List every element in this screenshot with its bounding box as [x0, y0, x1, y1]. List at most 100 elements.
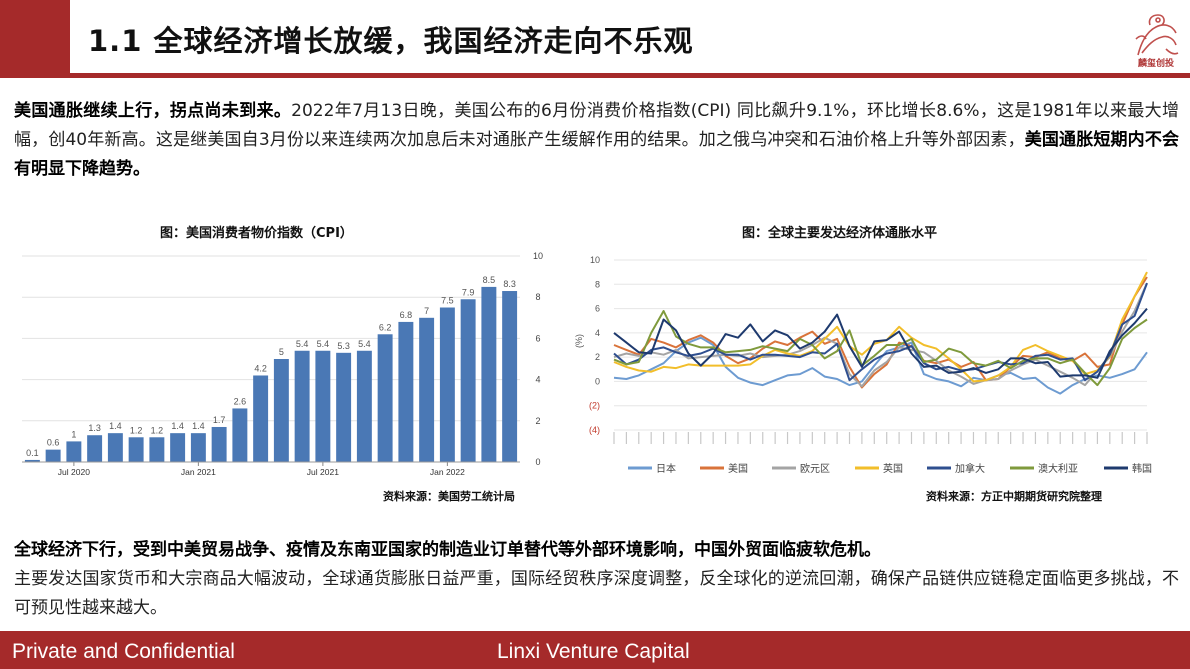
cpi-bar: [149, 437, 165, 462]
bar-data-label: 6.2: [379, 322, 392, 332]
y-tick-label: (4): [589, 425, 600, 435]
company-logo: [1135, 14, 1179, 56]
cpi-bar: [419, 317, 435, 462]
cpi-bar: [107, 433, 123, 462]
bar-data-label: 1.4: [109, 421, 122, 431]
x-tick-label: Jan 2021: [181, 467, 216, 477]
outlook-paragraph-lead: 全球经济下行，受到中美贸易战争、疫情及东南亚国家的制造业订单替代等外部环境影响，…: [14, 540, 881, 560]
x-tick-label: Jul 2020: [58, 467, 90, 477]
inflation-line-chart: 10 8 6 4 2 0 (2) (4) (%) 日本 美国 欧元区 英国 加拿大 澳大利亚 韩国: [574, 255, 1152, 475]
bar-data-label: 5.4: [317, 339, 330, 349]
y-tick-label: 10: [533, 251, 543, 261]
bar-data-label: 5: [279, 347, 284, 357]
x-tick-label: Jul 2021: [307, 467, 339, 477]
bar-data-label: 8.5: [483, 275, 496, 285]
bar-data-label: 4.2: [254, 363, 267, 373]
y-axis-label: (%): [574, 334, 584, 348]
bar-data-label: 6.8: [400, 310, 413, 320]
intro-paragraph-body: 2022年7月13日晚，美国公布的6月份消费价格指数(CPI) 同比飙升9.1%…: [14, 101, 1179, 150]
y-tick-label: 4: [595, 328, 600, 338]
cpi-bar: [315, 350, 331, 462]
y-tick-label: 2: [595, 352, 600, 362]
y-tick-label: (2): [589, 401, 600, 411]
series-line: [613, 271, 1148, 383]
logo-caption: 麟玺创投: [1137, 59, 1174, 69]
cpi-bar: [336, 352, 352, 462]
footer-confidential: Private and Confidential: [12, 640, 235, 663]
cpi-bar: [128, 437, 144, 462]
cpi-chart-title: 图：美国消费者物价指数（CPI）: [160, 226, 353, 241]
cpi-chart-source: 资料来源：美国劳工统计局: [383, 490, 515, 503]
bar-data-label: 5.4: [358, 339, 371, 349]
bar-data-label: 2.6: [234, 396, 247, 406]
cpi-bar: [294, 350, 310, 462]
title-bar: 1.1 全球经济增长放缓，我国经济走向不乐观: [0, 0, 1190, 74]
legend-label: 韩国: [1132, 462, 1152, 475]
cpi-bar: [87, 435, 103, 462]
cpi-bar: [481, 286, 497, 462]
series-line: [613, 276, 1148, 389]
cpi-bar: [398, 321, 414, 462]
bar-data-label: 0.6: [47, 438, 60, 448]
bar-data-label: 0.1: [26, 448, 39, 458]
cpi-bar: [211, 426, 227, 462]
cpi-bar: [377, 334, 393, 462]
y-tick-label: 8: [535, 292, 540, 302]
y-tick-label: 2: [535, 416, 540, 426]
cpi-bar: [356, 350, 372, 462]
inflation-chart-source: 资料来源：方正中期期货研究院整理: [926, 490, 1102, 503]
y-tick-label: 0: [595, 376, 600, 386]
title-divider: [0, 73, 1190, 78]
bar-data-label: 5.4: [296, 339, 309, 349]
intro-paragraph-conclusion: 美国通胀短期内不会有明显下降趋势。: [14, 130, 1179, 179]
cpi-bar: [460, 299, 476, 462]
x-tick-label: Jan 2022: [430, 467, 465, 477]
series-line: [613, 282, 1148, 388]
footer-company: Linxi Venture Capital: [497, 640, 690, 663]
y-tick-label: 4: [535, 375, 540, 385]
cpi-bar-chart: 0 2 4 6 8 10 0.1 0.6 1 1.3 1.4 1.2 1.2 1.4 1.4 1.7 2.6 4.…: [22, 251, 543, 477]
cpi-bar: [24, 459, 40, 462]
legend-label: 加拿大: [955, 462, 985, 475]
legend-label: 澳大利亚: [1038, 462, 1078, 475]
cpi-bar: [502, 291, 518, 462]
y-tick-label: 8: [595, 279, 600, 289]
bar-data-label: 1.2: [130, 425, 143, 435]
legend-label: 美国: [728, 462, 748, 475]
bar-data-label: 7: [424, 306, 429, 316]
series-line: [613, 310, 1148, 387]
bar-data-label: 1.4: [171, 421, 184, 431]
legend-label: 欧元区: [800, 463, 830, 475]
y-tick-label: 6: [595, 304, 600, 314]
legend-label: 英国: [883, 462, 903, 475]
cpi-bar: [66, 441, 82, 462]
outlook-paragraph-body: 主要发达国家货币和大宗商品大幅波动，全球通货膨胀日益严重，国际经贸秩序深度调整，…: [14, 569, 1179, 618]
cpi-bar: [273, 359, 289, 462]
y-tick-label: 10: [590, 255, 600, 265]
series-line: [613, 307, 1148, 379]
y-tick-label: 0: [535, 457, 540, 467]
bar-data-label: 1.4: [192, 421, 205, 431]
cpi-bar: [439, 307, 455, 462]
series-line: [613, 336, 1148, 395]
y-tick-label: 6: [535, 333, 540, 343]
footer-bar: [0, 631, 1190, 669]
bar-data-label: 5.3: [337, 341, 350, 351]
bar-data-label: 7.5: [441, 296, 454, 306]
intro-paragraph-lead: 美国通胀继续上行，拐点尚未到来。: [14, 101, 292, 121]
legend-label: 日本: [656, 462, 676, 475]
outlook-paragraph: 全球经济下行，受到中美贸易战争、疫情及东南亚国家的制造业订单替代等外部环境影响，…: [14, 536, 1179, 623]
inflation-chart-title: 图：全球主要发达经济体通胀水平: [742, 226, 938, 241]
title-accent-block: [0, 0, 70, 74]
bar-data-label: 1.2: [151, 425, 164, 435]
cpi-bar: [170, 433, 186, 462]
slide-title: 1.1 全球经济增长放缓，我国经济走向不乐观: [88, 24, 694, 58]
bar-data-label: 8.3: [503, 279, 516, 289]
bar-data-label: 1.7: [213, 415, 226, 425]
bar-data-label: 7.9: [462, 287, 475, 297]
bar-data-label: 1.3: [88, 423, 101, 433]
cpi-bar: [45, 449, 61, 462]
intro-paragraph: 美国通胀继续上行，拐点尚未到来。2022年7月13日晚，美国公布的6月份消费价格…: [14, 97, 1179, 184]
series-line: [613, 282, 1148, 382]
cpi-bar: [190, 433, 206, 462]
